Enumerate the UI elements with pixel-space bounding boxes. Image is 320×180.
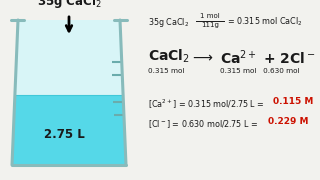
Text: 35g CaCl$_2$: 35g CaCl$_2$ [37,0,101,10]
Text: 2.75 L: 2.75 L [44,129,84,141]
Polygon shape [12,95,126,165]
Text: Ca$^{2+}$ + 2Cl$^-$: Ca$^{2+}$ + 2Cl$^-$ [220,48,315,67]
Text: [Ca$^{2+}$] = 0.315 mol/2.75 L =: [Ca$^{2+}$] = 0.315 mol/2.75 L = [148,98,266,111]
Text: 111g: 111g [201,22,219,28]
Text: CaCl$_2$: CaCl$_2$ [148,48,190,65]
Text: 0.115 M: 0.115 M [273,97,313,106]
Text: 0.315 mol: 0.315 mol [148,68,184,74]
Text: = 0.315 mol CaCl$_2$: = 0.315 mol CaCl$_2$ [227,16,302,28]
Text: 0.229 M: 0.229 M [268,117,308,126]
Text: [Cl$^-$] = 0.630 mol/2.75 L =: [Cl$^-$] = 0.630 mol/2.75 L = [148,118,259,130]
Text: 0.315 mol   0.630 mol: 0.315 mol 0.630 mol [220,68,300,74]
Text: 35g CaCl$_2$: 35g CaCl$_2$ [148,16,189,29]
Text: 1 mol: 1 mol [200,13,220,19]
Text: $\longrightarrow$: $\longrightarrow$ [190,50,214,64]
Polygon shape [12,20,126,165]
